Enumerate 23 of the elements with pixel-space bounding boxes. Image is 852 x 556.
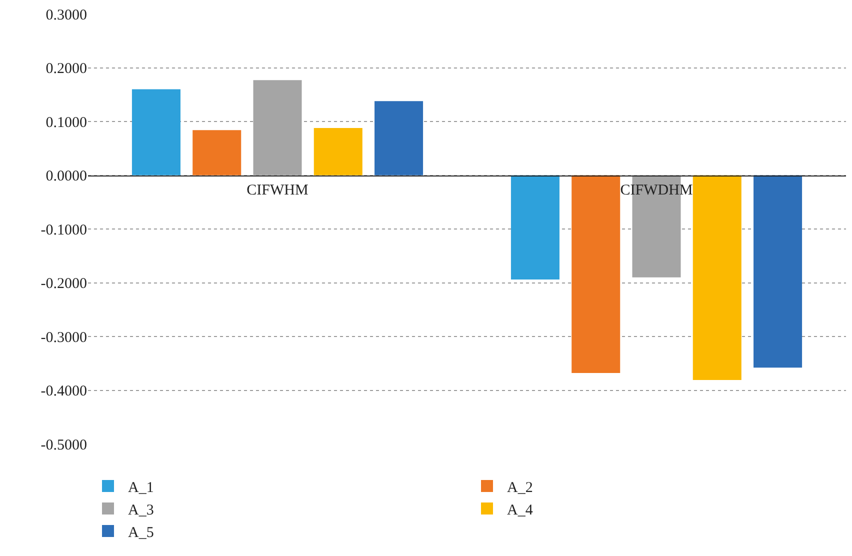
y-tick-label: 0.3000 — [46, 7, 87, 24]
y-tick-label: 0.1000 — [46, 114, 87, 131]
y-tick-label: -0.5000 — [40, 437, 87, 454]
y-tick-label: -0.3000 — [40, 330, 87, 346]
bar — [192, 130, 242, 176]
bar — [754, 175, 802, 368]
y-tick-label: 0.2000 — [46, 61, 87, 77]
legend-label: A_1 — [128, 480, 154, 496]
y-tick-label: 0.0000 — [46, 168, 87, 184]
bar — [692, 175, 742, 380]
y-tick-label: -0.2000 — [40, 276, 87, 292]
legend-label: A_5 — [128, 524, 154, 541]
bar — [572, 175, 620, 374]
y-tick-label: -0.1000 — [40, 222, 87, 238]
legend-label: A_2 — [507, 480, 533, 496]
y-tick-label: -0.4000 — [40, 384, 87, 400]
legend-label: A_3 — [128, 502, 154, 518]
bar — [374, 101, 424, 176]
legend-label: A_4 — [507, 502, 534, 518]
bar — [510, 175, 560, 280]
bar — [132, 89, 180, 176]
x-tick-label: CIFWHM — [246, 182, 308, 198]
bar — [314, 128, 362, 176]
